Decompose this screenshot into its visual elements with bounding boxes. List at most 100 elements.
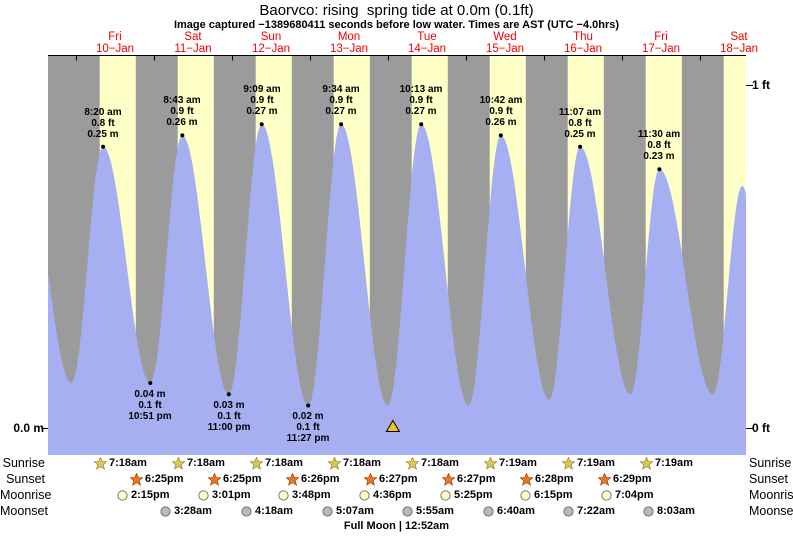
sunset-event: 6:27pm — [364, 472, 418, 486]
high-tide-ft: 0.9 ft — [250, 95, 274, 106]
moonset-event: 7:22am — [562, 504, 615, 518]
astro-time: 5:07am — [336, 505, 374, 517]
high-tide-time: 11:30 am — [637, 129, 681, 140]
sunrise-star-icon — [484, 456, 497, 470]
sunset-event: 6:29pm — [598, 472, 652, 486]
moonrise-event: 3:48pm — [277, 488, 331, 502]
high-tide-time: 9:09 am — [243, 84, 281, 95]
astro-time: 7:19am — [499, 457, 537, 469]
high-tide-m: 0.27 m — [246, 106, 278, 117]
sunrise-star-icon — [172, 456, 185, 470]
low-tide-label: 0.04 m 0.1 ft 10:51 pm — [116, 389, 184, 422]
astro-time: 6:40am — [497, 505, 535, 517]
high-tide-m: 0.25 m — [87, 129, 119, 140]
sunset-star-icon — [208, 472, 221, 486]
row-label-sunset-right: Sunset — [749, 472, 788, 486]
row-label-moonrise-left: Moonrise — [0, 488, 52, 502]
day-name: Wed — [493, 31, 517, 43]
moonset-event: 6:40am — [482, 504, 535, 518]
sunrise-star-icon — [640, 456, 653, 470]
sunrise-star-icon — [250, 456, 263, 470]
high-tide-label: 10:13 am 0.9 ft 0.27 m — [387, 84, 455, 117]
moonset-circle-icon — [483, 505, 494, 517]
day-name: Thu — [573, 31, 593, 43]
astro-time: 7:18am — [343, 457, 381, 469]
sunrise-event: 7:19am — [562, 456, 615, 470]
sunrise-star-icon — [406, 456, 419, 470]
page-title: Baorvco: rising spring tide at 0.0m (0.1… — [259, 2, 534, 19]
low-tide-label: 0.03 m 0.1 ft 11:00 pm — [195, 400, 263, 433]
low-tide-time: 10:51 pm — [128, 411, 172, 422]
astro-time: 7:18am — [109, 457, 147, 469]
day-label: Sun 12−Jan — [236, 31, 306, 55]
moonrise-event: 3:01pm — [197, 488, 251, 502]
high-tide-time: 10:42 am — [479, 95, 523, 106]
row-label-moonset-left: Moonset — [0, 504, 48, 518]
astro-time: 6:27pm — [457, 473, 496, 485]
high-tide-ft: 0.9 ft — [170, 106, 194, 117]
high-tide-dot — [657, 167, 662, 172]
sunset-event: 6:27pm — [442, 472, 496, 486]
low-tide-ft: 0.1 ft — [217, 411, 241, 422]
sunset-event: 6:26pm — [286, 472, 340, 486]
high-tide-ft: 0.8 ft — [91, 118, 115, 129]
row-label-moonset-right: Moonset — [749, 504, 793, 518]
day-date: 12−Jan — [251, 43, 291, 55]
low-tide-label: 0.02 m 0.1 ft 11:27 pm — [274, 411, 342, 444]
moon-phase-footer: Full Moon | 12:52am — [343, 520, 450, 532]
high-tide-time: 8:20 am — [84, 107, 122, 118]
sunset-event: 6:28pm — [520, 472, 574, 486]
tide-curve — [48, 124, 746, 455]
row-label-sunrise-right: Sunrise — [749, 456, 792, 470]
sunset-star-icon — [598, 472, 611, 486]
row-label-sunrise-left: Sunrise — [2, 456, 45, 470]
day-name: Tue — [417, 31, 437, 43]
moonrise-event: 6:15pm — [519, 488, 573, 502]
day-date: 11−Jan — [174, 43, 212, 55]
sunrise-event: 7:18am — [250, 456, 303, 470]
moonrise-event: 4:36pm — [358, 488, 412, 502]
day-name: Sun — [260, 31, 282, 43]
astro-time: 5:25pm — [454, 489, 493, 501]
astro-time: 6:28pm — [535, 473, 574, 485]
day-date: 16−Jan — [563, 43, 603, 55]
moonrise-circle-icon — [601, 489, 612, 501]
low-tide-m: 0.04 m — [134, 389, 166, 400]
high-tide-dot — [498, 133, 503, 138]
high-tide-time: 10:13 am — [399, 84, 443, 95]
moonset-event: 3:28am — [159, 504, 212, 518]
moonset-circle-icon — [241, 505, 252, 517]
high-tide-time: 9:34 am — [322, 84, 360, 95]
day-label: Wed 15−Jan — [470, 31, 540, 55]
sunrise-event: 7:18am — [94, 456, 147, 470]
astro-time: 6:15pm — [534, 489, 573, 501]
sunset-star-icon — [520, 472, 533, 486]
sunrise-event: 7:18am — [328, 456, 381, 470]
astro-time: 7:18am — [265, 457, 303, 469]
moonset-event: 4:18am — [240, 504, 293, 518]
low-tide-ft: 0.1 ft — [296, 422, 320, 433]
day-date: 10−Jan — [95, 43, 135, 55]
sunset-event: 6:25pm — [130, 472, 184, 486]
high-tide-dot — [180, 133, 185, 138]
astro-time: 3:28am — [174, 505, 212, 517]
high-tide-ft: 0.9 ft — [329, 95, 353, 106]
high-tide-label: 11:07 am 0.8 ft 0.25 m — [546, 107, 614, 140]
day-label: Mon 13−Jan — [314, 31, 384, 55]
low-tide-m: 0.02 m — [292, 411, 324, 422]
moonset-circle-icon — [402, 505, 413, 517]
astro-time: 7:19am — [577, 457, 615, 469]
low-tide-m: 0.03 m — [213, 400, 245, 411]
low-tide-dot — [148, 381, 153, 385]
y-axis-label-meters: 0.0 m — [13, 421, 44, 435]
y-axis-label-0ft: 0 ft — [752, 421, 770, 435]
high-tide-label: 9:09 am 0.9 ft 0.27 m — [228, 84, 296, 117]
high-tide-m: 0.27 m — [325, 106, 357, 117]
moonset-event: 8:03am — [642, 504, 695, 518]
astro-time: 3:48pm — [292, 489, 331, 501]
astro-time: 7:04pm — [615, 489, 654, 501]
astro-time: 6:26pm — [301, 473, 340, 485]
astro-time: 6:29pm — [613, 473, 652, 485]
astro-time: 6:25pm — [223, 473, 262, 485]
